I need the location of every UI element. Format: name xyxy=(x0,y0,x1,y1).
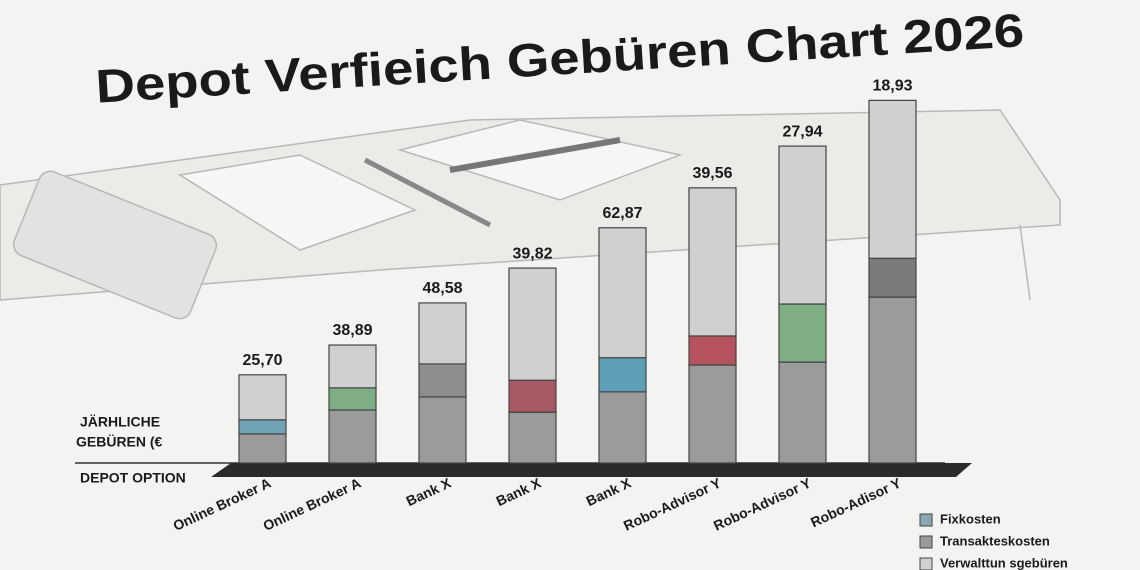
x-tick-label: Robo-Advisor Y xyxy=(621,474,724,533)
bar-segment xyxy=(778,361,827,464)
bar-segment xyxy=(328,344,377,389)
total-label: 48,58 xyxy=(422,280,462,297)
bar-segment xyxy=(688,364,737,464)
x-tick-label: Online Broker A xyxy=(260,475,363,534)
bar-segment xyxy=(868,99,917,259)
x-tick-label: Robo-Adisor Y xyxy=(808,474,904,530)
x-axis-label: DEPOT OPTION xyxy=(80,470,186,486)
bar-segment xyxy=(328,409,377,464)
total-label: 38,89 xyxy=(332,322,372,339)
bar-segment xyxy=(418,363,467,398)
bar-shadow xyxy=(841,463,972,477)
bar-segment xyxy=(238,433,287,464)
bar-segment xyxy=(868,257,917,298)
total-label: 39,56 xyxy=(692,165,732,182)
bar-segment xyxy=(508,379,557,413)
bar-segment xyxy=(778,145,827,305)
bar-segment xyxy=(328,387,377,411)
bar-segment xyxy=(778,303,827,363)
bar-segment xyxy=(418,396,467,464)
total-label: 62,87 xyxy=(602,205,642,222)
bar-segment xyxy=(598,391,647,464)
total-label: 25,70 xyxy=(242,352,282,369)
x-tick-label: Online Broker A xyxy=(170,475,273,534)
legend-swatch xyxy=(919,557,933,570)
bar-segment xyxy=(688,335,737,366)
legend-swatch xyxy=(919,535,933,549)
y-axis-label: JÄRHLICHE xyxy=(80,414,160,430)
y-axis-label: GEBÜREN (€ xyxy=(76,434,163,450)
total-label: 27,94 xyxy=(782,123,822,140)
bar-segment xyxy=(238,374,287,421)
x-tick-label: Bank X xyxy=(584,474,634,509)
total-label: 18,93 xyxy=(872,78,912,95)
bar-segment xyxy=(418,302,467,365)
bar-segment xyxy=(238,419,287,435)
bar-segment xyxy=(508,267,557,381)
legend-label: Verwalttun sgebüren xyxy=(940,555,1068,570)
x-tick-label: Bank X xyxy=(404,474,454,509)
bar-segment xyxy=(508,411,557,464)
legend-swatch xyxy=(919,513,933,527)
chart-title: Depot Verfieich Gebüren Chart 2026 xyxy=(94,3,1026,113)
x-tick-label: Bank X xyxy=(494,474,544,509)
bar-segment xyxy=(598,227,647,359)
bar-segment xyxy=(688,187,737,337)
bar-segment xyxy=(598,357,647,393)
x-tick-label: Robo-Advisor Y xyxy=(711,474,814,533)
total-label: 39,82 xyxy=(512,245,552,262)
legend-label: Transakteskosten xyxy=(940,533,1050,548)
legend-label: Fixkosten xyxy=(940,511,1001,526)
bar-segment xyxy=(868,296,917,464)
